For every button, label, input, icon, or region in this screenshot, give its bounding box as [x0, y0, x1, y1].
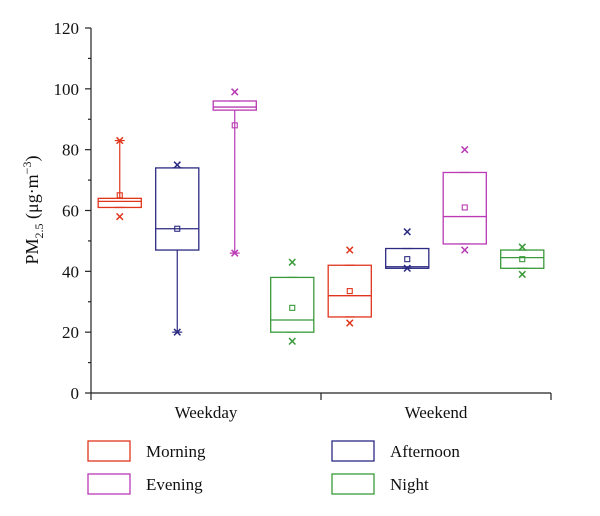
- y-tick-label: 100: [54, 80, 80, 99]
- mean-marker: [346, 288, 353, 295]
- box-night-weekend: [500, 243, 545, 279]
- box-iqr: [500, 249, 545, 269]
- box-iqr: [270, 276, 315, 333]
- legend-swatch: [87, 473, 131, 495]
- extreme-marker-stroke: [461, 145, 469, 154]
- y-tick-label: 60: [62, 202, 79, 221]
- legend-label: Night: [390, 475, 429, 494]
- y-axis-ticks: 0 20 40 60 80 100 120: [54, 19, 91, 403]
- box-iqr: [155, 167, 200, 251]
- mean-marker: [174, 225, 181, 232]
- extreme-marker-stroke: [231, 88, 239, 96]
- extreme-marker-stroke: [288, 258, 296, 266]
- legend-label: Morning: [146, 442, 206, 461]
- box-morning-weekend: [327, 246, 372, 327]
- mean-marker: [231, 122, 238, 129]
- mean-marker: [289, 304, 296, 311]
- box-afternoon-weekend: [385, 228, 430, 273]
- box-iqr: [212, 100, 257, 111]
- box-evening-weekend: [442, 145, 487, 254]
- legend-swatch: [331, 440, 375, 462]
- extreme-marker-stroke: [116, 212, 124, 221]
- extreme-marker-stroke: [231, 249, 239, 257]
- legend: Morning Afternoon Evening Night: [87, 440, 460, 495]
- mean-marker: [519, 256, 526, 263]
- mean-marker: [116, 192, 123, 199]
- legend-label: Afternoon: [390, 442, 460, 461]
- extreme-marker-stroke: [346, 246, 354, 254]
- box-morning-weekday: [97, 136, 142, 221]
- legend-swatch: [87, 440, 131, 462]
- y-tick-label: 0: [71, 384, 80, 403]
- box-afternoon-weekday: [155, 161, 200, 336]
- y-tick-label: 40: [62, 262, 79, 281]
- y-tick-label: 80: [62, 141, 79, 160]
- x-category-label: Weekday: [175, 403, 238, 422]
- mean-marker: [461, 204, 468, 211]
- extreme-marker-stroke: [173, 161, 181, 169]
- box-night-weekday: [270, 258, 315, 346]
- extreme-marker-stroke: [288, 337, 296, 346]
- x-axis-ticks: Weekday Weekend: [90, 393, 552, 422]
- y-tick-label: 20: [62, 323, 79, 342]
- extreme-marker-stroke: [346, 319, 354, 327]
- extreme-marker-stroke: [403, 264, 411, 273]
- legend-label: Evening: [146, 475, 203, 494]
- legend-item-morning: Morning: [87, 440, 206, 462]
- y-axis-title: PM2.5 (μg·m−3): [20, 156, 46, 265]
- extreme-marker-stroke: [518, 243, 526, 251]
- extreme-marker-stroke: [461, 246, 469, 254]
- box-iqr: [442, 171, 487, 245]
- extreme-marker-stroke: [173, 328, 181, 336]
- legend-item-afternoon: Afternoon: [331, 440, 460, 462]
- legend-swatch: [331, 473, 375, 495]
- extreme-marker-stroke: [116, 136, 124, 145]
- x-category-label: Weekend: [405, 403, 468, 422]
- mean-marker: [404, 256, 411, 263]
- extreme-marker-stroke: [518, 270, 526, 279]
- box-iqr: [385, 247, 430, 269]
- legend-item-night: Night: [331, 473, 429, 495]
- box-evening-weekday: [212, 88, 257, 257]
- y-tick-label: 120: [54, 19, 80, 38]
- axes: [90, 28, 551, 394]
- box-iqr: [97, 197, 142, 209]
- boxes: [97, 88, 545, 346]
- extreme-marker-stroke: [403, 228, 411, 236]
- box-iqr: [327, 264, 372, 318]
- legend-item-evening: Evening: [87, 473, 203, 495]
